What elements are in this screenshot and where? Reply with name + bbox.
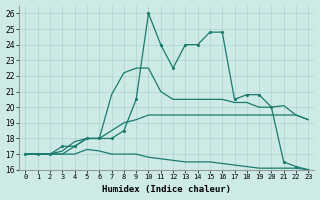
X-axis label: Humidex (Indice chaleur): Humidex (Indice chaleur) (102, 185, 231, 194)
